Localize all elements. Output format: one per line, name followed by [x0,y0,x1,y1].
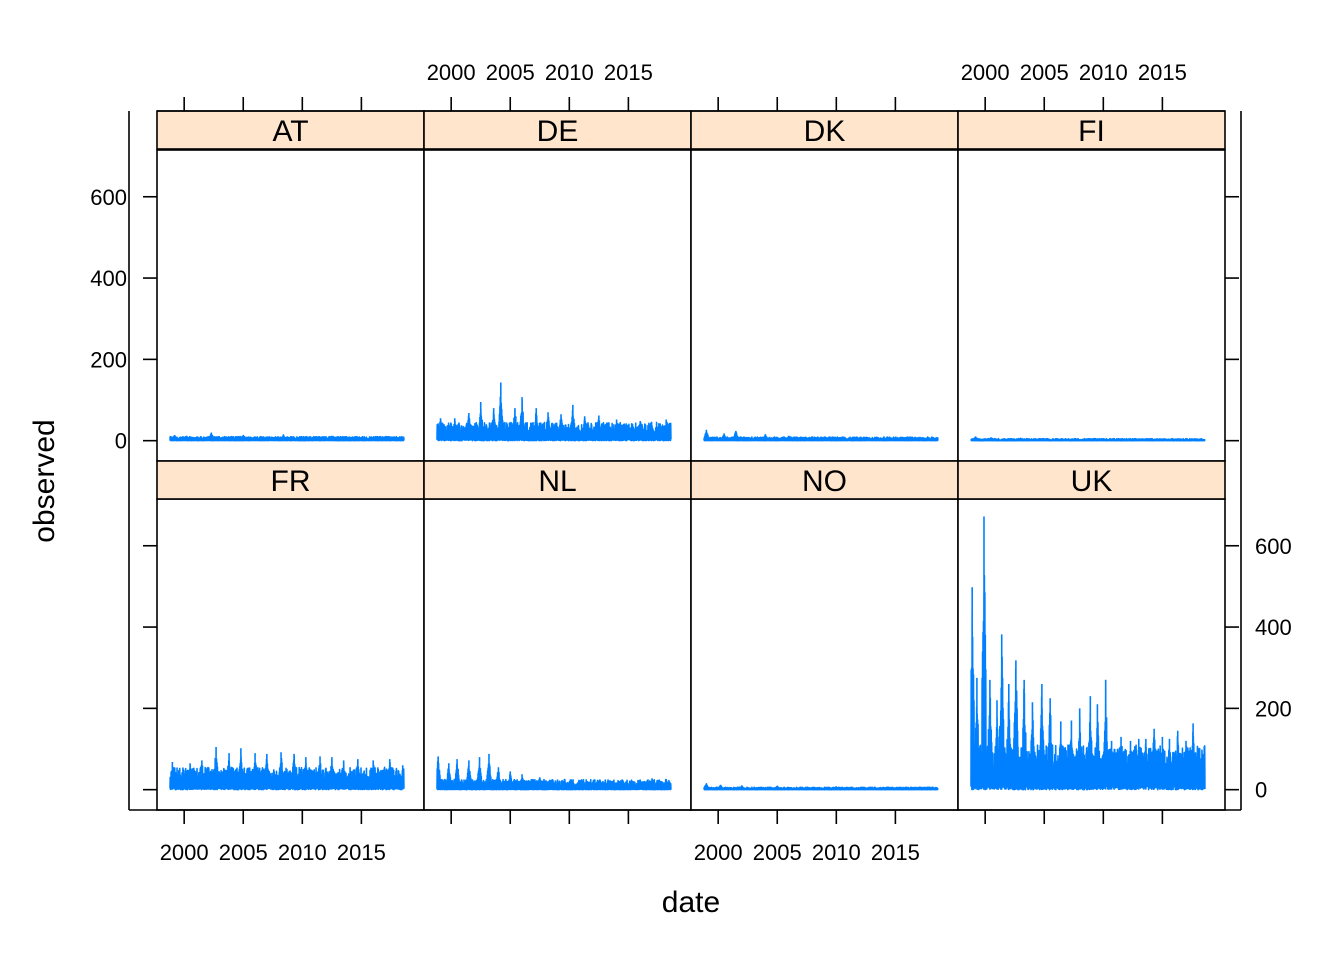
panels-layer: AT DE DK FI FR NL NO UK [156,110,1226,811]
y-tick-label-left: 200 [90,347,127,372]
x-tick-label-top: 2005 [486,60,535,85]
y-tick-label-right: 600 [1255,534,1292,559]
y-tick-label-left: 600 [90,185,127,210]
strip-fi [957,110,1226,150]
strip-label-uk: UK [1071,465,1113,498]
series-line-at [169,432,405,442]
panel-nl-frame [423,498,692,811]
strip-label-nl: NL [538,465,576,498]
y-tick-label-right: 200 [1255,696,1292,721]
series-line-fi [970,436,1206,442]
y-tick-label-right: 0 [1255,778,1267,803]
panel-at-frame [156,149,425,462]
panel-fr-frame [156,498,425,811]
x-tick-label-bottom: 2005 [219,840,268,865]
series-line-de [436,382,672,442]
panel-fi-frame [957,149,1226,462]
x-tick-label-bottom: 2015 [337,840,386,865]
panel-no-frame [690,498,959,811]
y-tick-label-right: 400 [1255,615,1292,640]
strip-label-at: AT [272,115,308,148]
x-tick-label-top: 2000 [961,60,1010,85]
strip-fr [156,460,425,500]
x-tick-label-top: 2010 [1079,60,1128,85]
x-tick-label-top: 2015 [604,60,653,85]
strip-label-fr: FR [271,465,311,498]
panel-dk-frame [690,149,959,462]
strip-label-dk: DK [804,115,846,148]
x-tick-label-bottom: 2010 [278,840,327,865]
x-axis-title: date [662,886,720,919]
x-tick-label-bottom: 2000 [160,840,209,865]
x-tick-label-top: 2015 [1138,60,1187,85]
x-tick-label-top: 2010 [545,60,594,85]
y-axis-title: observed [28,419,61,542]
y-tick-label-left: 0 [115,429,127,454]
x-tick-label-bottom: 2000 [694,840,743,865]
y-tick-label-left: 400 [90,266,127,291]
strip-label-fi: FI [1078,115,1105,148]
x-tick-label-bottom: 2010 [812,840,861,865]
x-tick-label-bottom: 2005 [753,840,802,865]
strip-uk [957,460,1226,500]
strip-at [156,110,425,150]
x-tick-label-top: 2000 [427,60,476,85]
strip-label-de: DE [537,115,579,148]
strip-nl [423,460,692,500]
x-tick-label-bottom: 2015 [871,840,920,865]
series-line-no [703,783,939,791]
strip-label-no: NO [802,465,847,498]
series-line-uk [970,516,1206,791]
strip-de [423,110,692,150]
panel-de-frame [423,149,692,462]
x-tick-label-top: 2005 [1020,60,1069,85]
series-line-dk [703,429,939,442]
series-line-fr [169,746,405,791]
series-line-nl [436,753,672,791]
